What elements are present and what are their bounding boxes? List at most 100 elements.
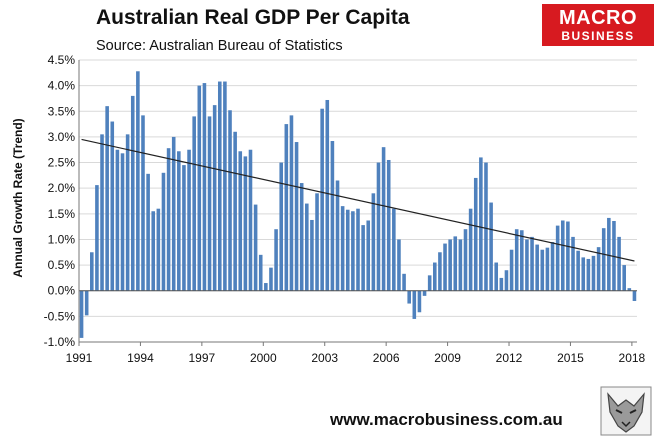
- bar: [601, 228, 606, 291]
- y-axis: -1.0% -0.5% 0.0% 0.5% 1.0% 1.5% 2.0% 2.5% 3.0% 3.…: [44, 53, 76, 349]
- y-tick-label: 0.0%: [48, 284, 76, 298]
- bar: [607, 217, 611, 291]
- bar: [243, 156, 248, 291]
- bar: [555, 225, 560, 291]
- bar: [402, 273, 406, 291]
- bar: [156, 208, 161, 291]
- bar: [238, 151, 243, 291]
- bar: [560, 220, 565, 291]
- y-axis-label: Annual Growth Rate (Trend): [11, 118, 25, 277]
- bar: [228, 110, 232, 291]
- bar: [479, 157, 483, 291]
- bar: [192, 116, 196, 291]
- bar: [371, 193, 376, 291]
- bar: [151, 211, 156, 291]
- bar: [212, 105, 217, 291]
- bar: [514, 229, 519, 291]
- bar: [535, 244, 539, 291]
- bar: [443, 243, 447, 291]
- bar: [299, 183, 304, 291]
- bar: [494, 262, 499, 291]
- bar: [612, 221, 616, 291]
- bar: [427, 275, 432, 291]
- bar: [79, 290, 84, 338]
- bar: [340, 206, 345, 291]
- footer-url[interactable]: www.macrobusiness.com.au: [330, 410, 563, 429]
- x-tick-label: 2003: [311, 351, 338, 365]
- bar: [177, 151, 181, 291]
- x-tick-label: 1997: [189, 351, 216, 365]
- macrobusiness-logo: MACRO BUSINESS: [542, 4, 654, 46]
- bar: [197, 85, 202, 291]
- bar: [463, 229, 468, 291]
- y-tick-label: 0.5%: [48, 258, 76, 272]
- bar: [182, 165, 186, 291]
- bar: [120, 153, 125, 291]
- bar: [381, 147, 386, 291]
- bar: [351, 211, 355, 291]
- bar: [90, 252, 94, 291]
- bar: [591, 255, 596, 291]
- y-tick-label: 1.0%: [48, 232, 76, 246]
- bar: [412, 290, 417, 319]
- bar: [202, 83, 207, 291]
- bar: [335, 180, 340, 291]
- bar: [100, 134, 104, 291]
- x-axis: 1991 1994 1997 2000 2003 2006 2009 2012 2015 2018: [66, 341, 646, 365]
- bar: [330, 141, 335, 291]
- bar: [499, 277, 504, 291]
- bar: [571, 236, 575, 291]
- bar: [315, 193, 319, 291]
- bar: [130, 95, 135, 291]
- bar: [274, 229, 278, 291]
- x-tick-label: 2009: [434, 351, 461, 365]
- bar: [448, 239, 452, 291]
- bar: [294, 142, 299, 291]
- x-tick-label: 2006: [373, 351, 400, 365]
- bar: [386, 159, 391, 291]
- y-tick-label: 4.5%: [48, 53, 76, 67]
- y-tick-label: -0.5%: [44, 309, 76, 323]
- bar: [473, 177, 478, 291]
- logo-line-2: BUSINESS: [561, 29, 635, 43]
- bar: [84, 290, 89, 316]
- y-tick-label: -1.0%: [44, 335, 76, 349]
- x-tick-label: 2015: [557, 351, 584, 365]
- bar: [356, 208, 360, 291]
- bar-series: [79, 71, 637, 338]
- y-tick-label: 3.0%: [48, 130, 76, 144]
- bar: [550, 242, 555, 291]
- bar: [115, 149, 120, 291]
- bar: [345, 209, 350, 291]
- x-tick-label: 1994: [127, 351, 154, 365]
- bar: [576, 250, 580, 291]
- bar: [207, 116, 212, 291]
- bar: [110, 121, 115, 291]
- bar: [530, 236, 534, 291]
- bar: [171, 136, 176, 291]
- y-tick-label: 4.0%: [48, 79, 76, 93]
- bar: [125, 134, 130, 291]
- bar: [566, 221, 570, 291]
- y-tick-label: 2.0%: [48, 181, 76, 195]
- bar: [525, 239, 529, 291]
- bar: [545, 247, 550, 291]
- bar: [366, 220, 371, 291]
- wolf-logo-icon: [600, 386, 652, 436]
- bar: [586, 258, 591, 291]
- y-tick-label: 1.5%: [48, 207, 76, 221]
- bar: [361, 225, 365, 291]
- bar: [504, 270, 509, 291]
- bar: [325, 99, 330, 291]
- bar: [417, 290, 422, 313]
- x-tick-label: 2018: [619, 351, 646, 365]
- bar: [284, 124, 289, 291]
- logo-line-1: MACRO: [558, 7, 638, 29]
- bar: [258, 254, 263, 291]
- bar: [223, 81, 227, 291]
- bar: [407, 290, 411, 304]
- bar: [233, 131, 237, 291]
- bar: [289, 115, 294, 291]
- bar: [422, 290, 427, 296]
- bar: [95, 185, 99, 291]
